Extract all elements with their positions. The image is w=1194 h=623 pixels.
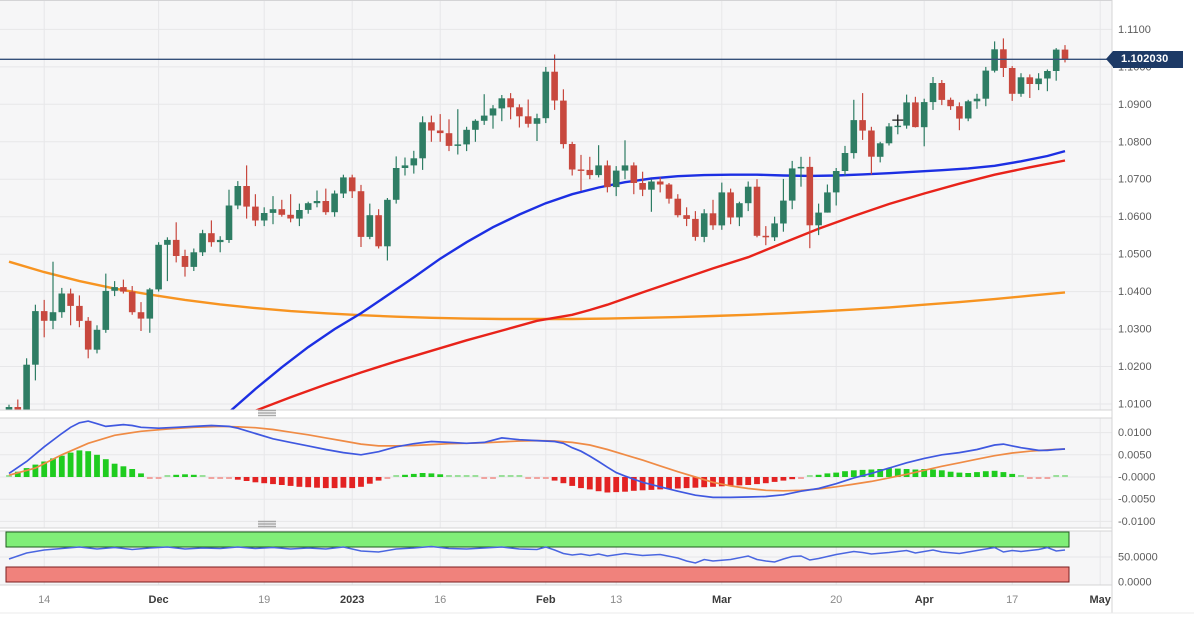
time-axis-labels: 14 Dec 19 2023 16 Feb 13 Mar 20 Apr 17 May [38, 594, 1112, 606]
svg-text:1.1100: 1.1100 [1118, 24, 1151, 36]
svg-text:Mar: Mar [712, 594, 732, 606]
pane-resize-handle-2[interactable] [258, 520, 276, 528]
svg-text:-0.0100: -0.0100 [1118, 516, 1155, 528]
svg-text:1.0200: 1.0200 [1118, 361, 1152, 373]
svg-text:0.0050: 0.0050 [1118, 449, 1152, 461]
rsi-oversold-band [5, 566, 1070, 583]
svg-text:1.0100: 1.0100 [1118, 399, 1152, 411]
svg-text:50.0000: 50.0000 [1118, 552, 1158, 564]
svg-text:1.0900: 1.0900 [1118, 99, 1152, 111]
svg-text:0.0000: 0.0000 [1118, 577, 1152, 589]
svg-text:Dec: Dec [149, 594, 169, 606]
current-price-value: 1.102030 [1121, 53, 1169, 65]
svg-text:0.0100: 0.0100 [1118, 427, 1152, 439]
svg-text:13: 13 [610, 594, 622, 606]
current-price-tag: 1.102030 [1106, 51, 1183, 68]
macd-line [8, 420, 1066, 499]
svg-text:2023: 2023 [340, 594, 364, 606]
macd-signal-line [8, 425, 1066, 492]
svg-text:20: 20 [830, 594, 842, 606]
ma-red-line [254, 159, 1066, 410]
rsi-overbought-band [5, 531, 1070, 548]
svg-text:1.0400: 1.0400 [1118, 286, 1152, 298]
crosshair-marker [892, 114, 904, 126]
svg-text:1.0500: 1.0500 [1118, 249, 1152, 261]
svg-text:17: 17 [1006, 594, 1018, 606]
svg-text:-0.0050: -0.0050 [1118, 494, 1155, 506]
ma-orange-line [8, 260, 1066, 321]
macd-histogram [6, 450, 1068, 493]
svg-text:May: May [1089, 594, 1111, 606]
svg-text:1.0700: 1.0700 [1118, 174, 1152, 186]
price-axis-labels: 1.11001.10001.09001.08001.07001.06001.05… [1118, 24, 1158, 589]
ma-blue-line [229, 149, 1066, 410]
svg-text:1.0800: 1.0800 [1118, 136, 1152, 148]
svg-text:1.0600: 1.0600 [1118, 211, 1152, 223]
svg-text:14: 14 [38, 594, 50, 606]
rsi-line [8, 545, 1066, 564]
svg-text:16: 16 [434, 594, 446, 606]
svg-text:19: 19 [258, 594, 270, 606]
svg-text:Apr: Apr [915, 594, 935, 606]
pane-resize-handle-1[interactable] [258, 409, 276, 417]
svg-text:Feb: Feb [536, 594, 556, 606]
svg-text:1.0300: 1.0300 [1118, 324, 1152, 336]
svg-text:-0.0000: -0.0000 [1118, 472, 1155, 484]
